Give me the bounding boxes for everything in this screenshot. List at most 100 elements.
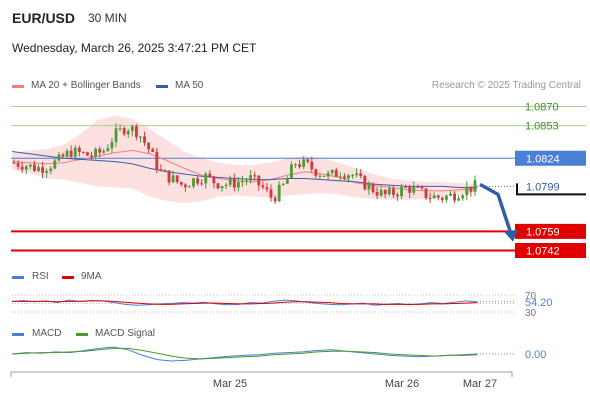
candle	[249, 175, 253, 181]
candle	[379, 189, 383, 196]
candle	[73, 147, 77, 157]
macd-line	[11, 346, 478, 362]
candle	[440, 197, 444, 200]
candle	[457, 198, 461, 201]
ma20-line	[11, 149, 478, 192]
candle	[57, 154, 61, 161]
candle	[216, 183, 220, 189]
candle	[461, 195, 465, 199]
candle	[183, 184, 187, 188]
level-label: 1.0759	[526, 226, 560, 238]
candle	[408, 186, 412, 193]
candle	[81, 152, 85, 154]
macd-legend-label: MACD	[32, 328, 62, 339]
ma50-swatch	[156, 85, 168, 88]
candle	[391, 188, 395, 195]
candle	[102, 151, 106, 153]
candle	[224, 184, 228, 186]
candle	[245, 180, 248, 182]
projection-arrow	[479, 182, 513, 235]
candle	[322, 175, 326, 177]
candle	[444, 195, 448, 200]
candle	[314, 169, 318, 176]
candle	[334, 169, 338, 177]
candle	[232, 178, 236, 188]
attribution: Research © 2025 Trading Central	[431, 80, 581, 91]
candle	[310, 161, 314, 170]
x-tick-label: Mar 26	[385, 378, 419, 390]
candle	[139, 136, 142, 138]
candle	[110, 142, 114, 149]
level-label-box	[515, 150, 586, 166]
ma50-legend-label: MA 50	[175, 80, 204, 91]
candle	[277, 184, 281, 202]
timestamp: Wednesday, March 26, 2025 3:47:21 PM CET	[12, 41, 257, 55]
candle	[473, 180, 477, 192]
candle	[436, 195, 440, 198]
rsi-swatch	[12, 276, 24, 279]
timeframe-label: 30 MIN	[88, 11, 127, 25]
candle	[143, 136, 146, 143]
candle	[61, 154, 65, 157]
candle	[86, 152, 89, 156]
last-price-marker	[516, 183, 586, 196]
candle	[424, 188, 428, 199]
level-label: 1.0824	[526, 153, 560, 165]
candle	[69, 150, 73, 157]
candle	[330, 169, 334, 173]
candle	[302, 159, 306, 167]
candle	[208, 173, 212, 177]
candle	[428, 198, 432, 200]
candle	[147, 142, 151, 150]
candle	[404, 186, 408, 188]
candle	[175, 175, 179, 183]
candle	[90, 155, 93, 157]
candle	[134, 126, 138, 137]
currency-pair: EUR/USD	[12, 10, 76, 26]
candle	[171, 175, 175, 183]
candle	[359, 173, 363, 177]
down-arrow-icon	[504, 229, 518, 242]
candle	[432, 195, 436, 199]
candle	[122, 128, 126, 135]
candle	[155, 151, 159, 170]
candle	[347, 175, 350, 179]
candle	[236, 181, 240, 188]
rsi-ma-line	[12, 300, 478, 305]
candle	[420, 187, 424, 189]
candle	[285, 177, 289, 184]
candle	[465, 186, 469, 196]
rsi-tick-label: 70	[525, 291, 537, 302]
level-label: 1.0870	[525, 102, 559, 114]
candle	[118, 128, 122, 130]
candle	[375, 192, 379, 196]
candle	[106, 148, 110, 152]
candle	[94, 148, 98, 157]
candle	[338, 176, 342, 178]
candle	[37, 167, 40, 172]
macd-value-label: 0.00	[525, 349, 546, 361]
candle	[204, 173, 208, 184]
candle	[371, 184, 375, 193]
rsi-legend-label: RSI	[32, 271, 49, 282]
candle	[318, 175, 322, 177]
candle	[228, 178, 232, 185]
candle	[351, 175, 355, 177]
candle	[257, 175, 261, 186]
candle	[261, 185, 265, 188]
candle	[24, 166, 28, 170]
last-price-label: 1.0799	[526, 181, 560, 193]
candle	[269, 189, 273, 198]
macd-signal-swatch	[76, 333, 88, 336]
level-label: 1.0853	[525, 121, 559, 133]
candle	[159, 169, 163, 171]
candle	[281, 183, 285, 185]
candle	[298, 164, 301, 167]
macd-signal-legend-label: MACD Signal	[95, 328, 156, 339]
candle	[28, 164, 32, 167]
macd-signal-line	[11, 347, 478, 360]
rsi-ma-swatch	[62, 276, 74, 279]
